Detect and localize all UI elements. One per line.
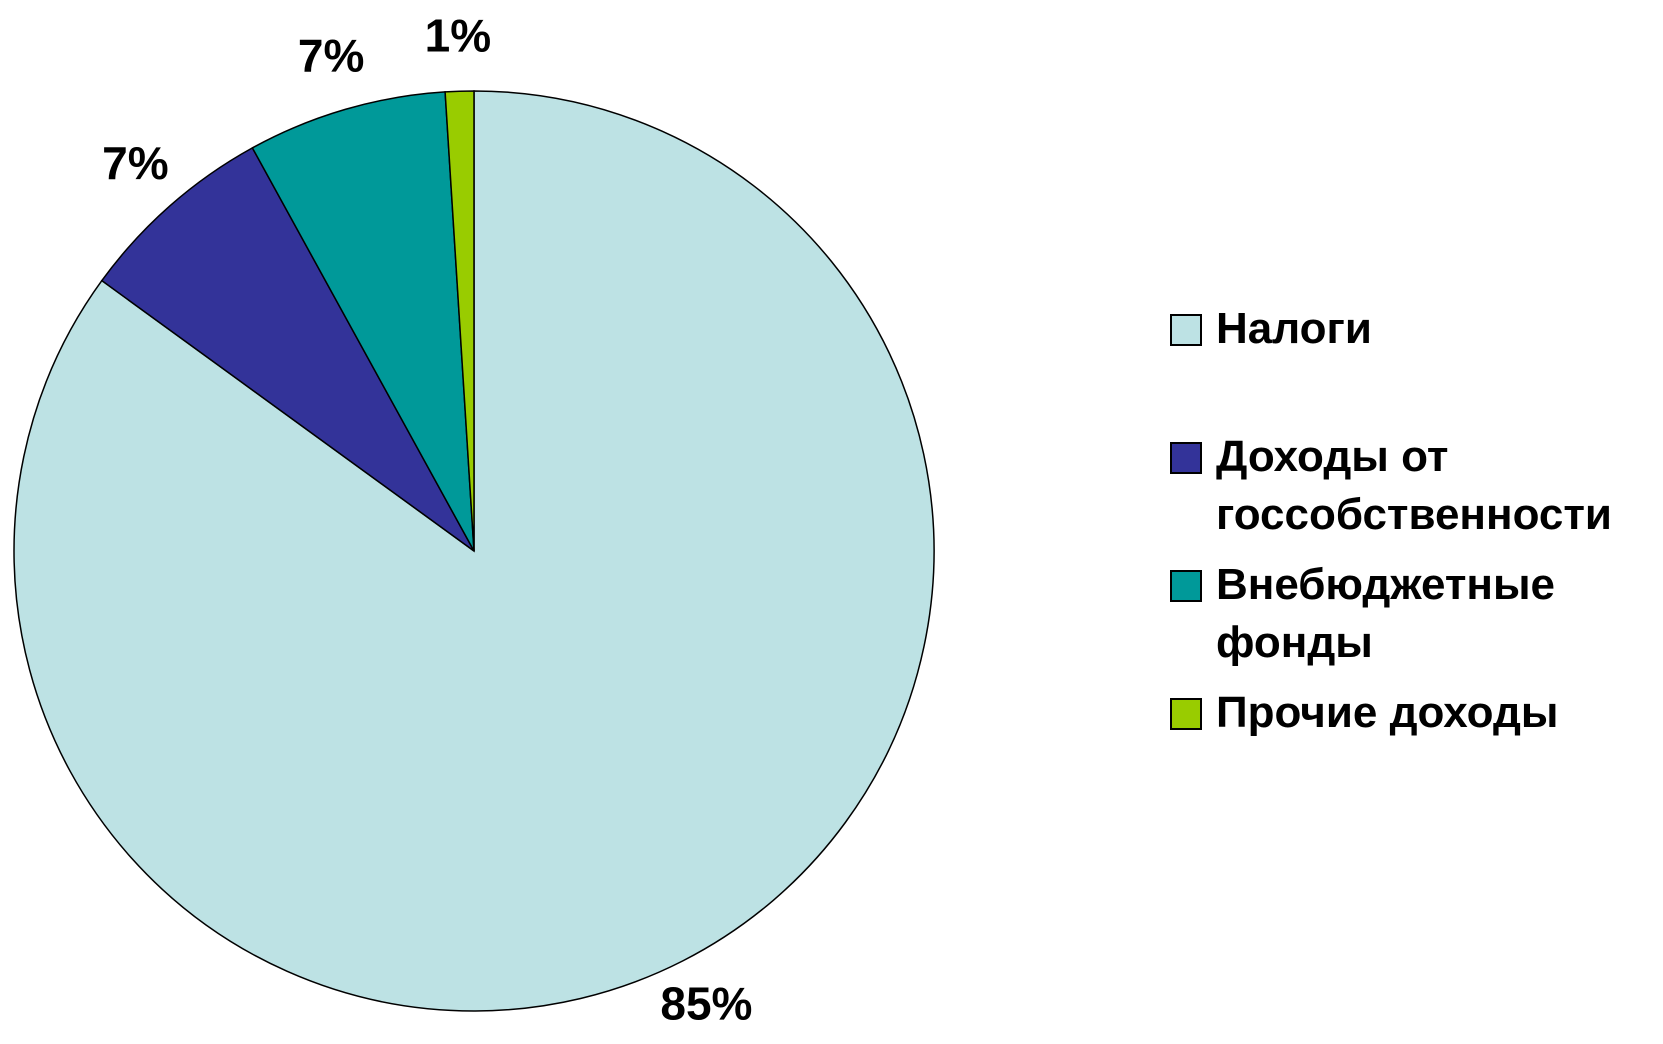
legend-swatch bbox=[1170, 570, 1202, 602]
legend-swatch bbox=[1170, 314, 1202, 346]
data-label: 7% bbox=[102, 137, 168, 189]
legend-item: Внебюджетные фонды bbox=[1170, 556, 1650, 672]
pie-slice bbox=[251, 91, 475, 552]
legend-label: Прочие доходы bbox=[1216, 688, 1559, 737]
pie-slice bbox=[100, 146, 475, 552]
data-label: 85% bbox=[660, 977, 752, 1029]
legend: Налоги Доходы от госсобственности Внебюдже… bbox=[1170, 300, 1650, 754]
legend-swatch bbox=[1170, 442, 1202, 474]
legend-label: Внебюджетные фонды bbox=[1216, 560, 1556, 667]
data-label: 1% bbox=[425, 9, 491, 61]
legend-item: Налоги bbox=[1170, 300, 1650, 358]
data-label: 7% bbox=[298, 29, 364, 81]
legend-label: Доходы от госсобственности bbox=[1216, 432, 1612, 539]
legend-swatch bbox=[1170, 698, 1202, 730]
pie-slice bbox=[444, 90, 475, 552]
legend-label: Налоги bbox=[1216, 304, 1372, 353]
pie-area: 85% 7% 7% 1% bbox=[13, 9, 935, 1029]
legend-item: Прочие доходы bbox=[1170, 684, 1650, 742]
legend-item: Доходы от госсобственности bbox=[1170, 428, 1650, 544]
